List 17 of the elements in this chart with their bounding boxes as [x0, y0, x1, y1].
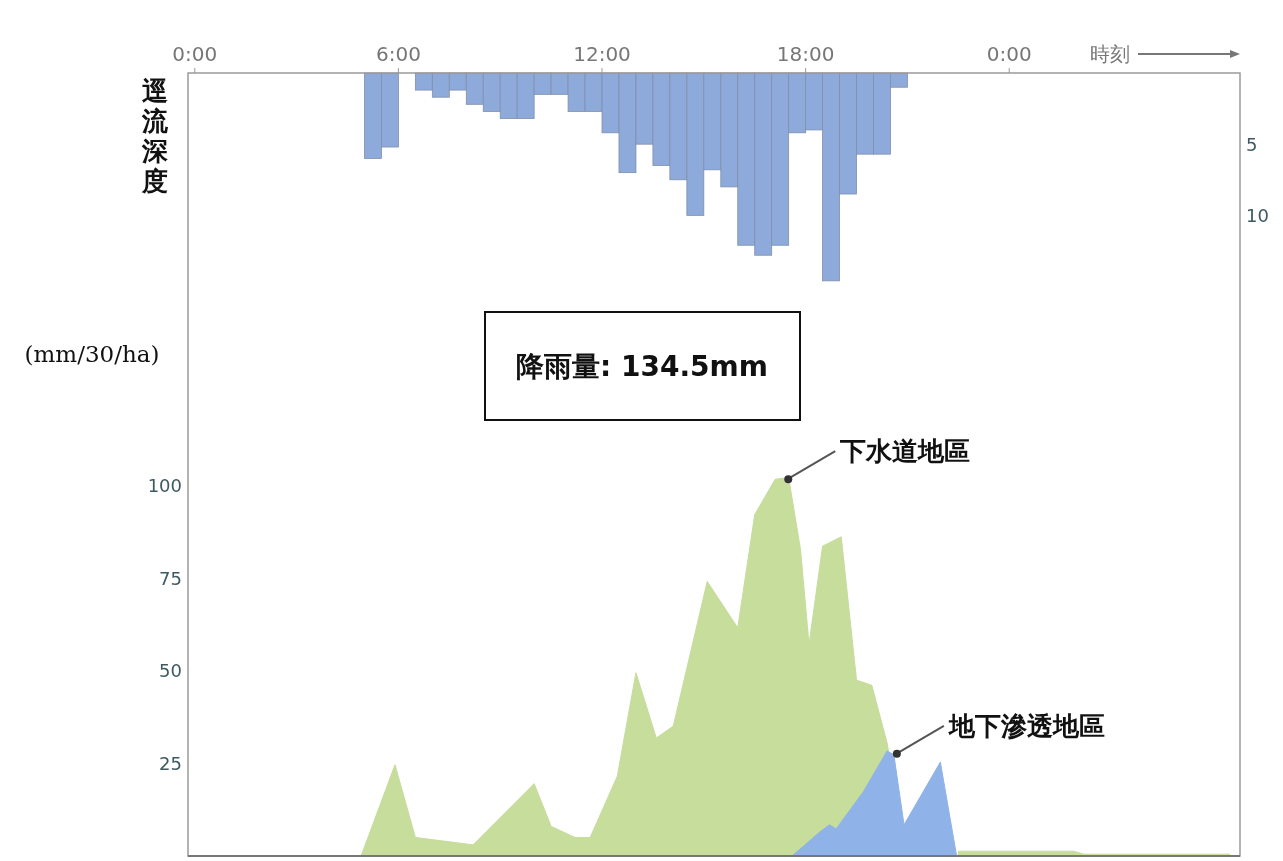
text: (mm/30/ha)	[24, 341, 160, 367]
x-tick-label: 6:00	[375, 42, 421, 66]
x-tick-label: 0:00	[172, 42, 218, 66]
y-tick-label: 50	[159, 660, 182, 682]
y2-tick-label: 5	[1246, 134, 1258, 156]
annotation: 降雨量: 134.5mm	[516, 350, 768, 383]
y2-tick-label: 10	[1246, 205, 1269, 227]
annotation: 下水道地區	[839, 436, 971, 467]
x-tick-label: 18:00	[776, 42, 835, 66]
x-tick-label: 12:00	[573, 42, 631, 66]
x-tick-label: 0:00	[986, 42, 1032, 66]
y-tick-label: 25	[159, 753, 182, 775]
x-axis-title: 時刻	[1090, 42, 1130, 66]
annotation: 地下滲透地區	[947, 710, 1105, 741]
y-tick-label: 75	[159, 567, 182, 589]
y-tick-label: 100	[147, 474, 182, 496]
y-axis-title: 逕流深度	[141, 76, 169, 196]
